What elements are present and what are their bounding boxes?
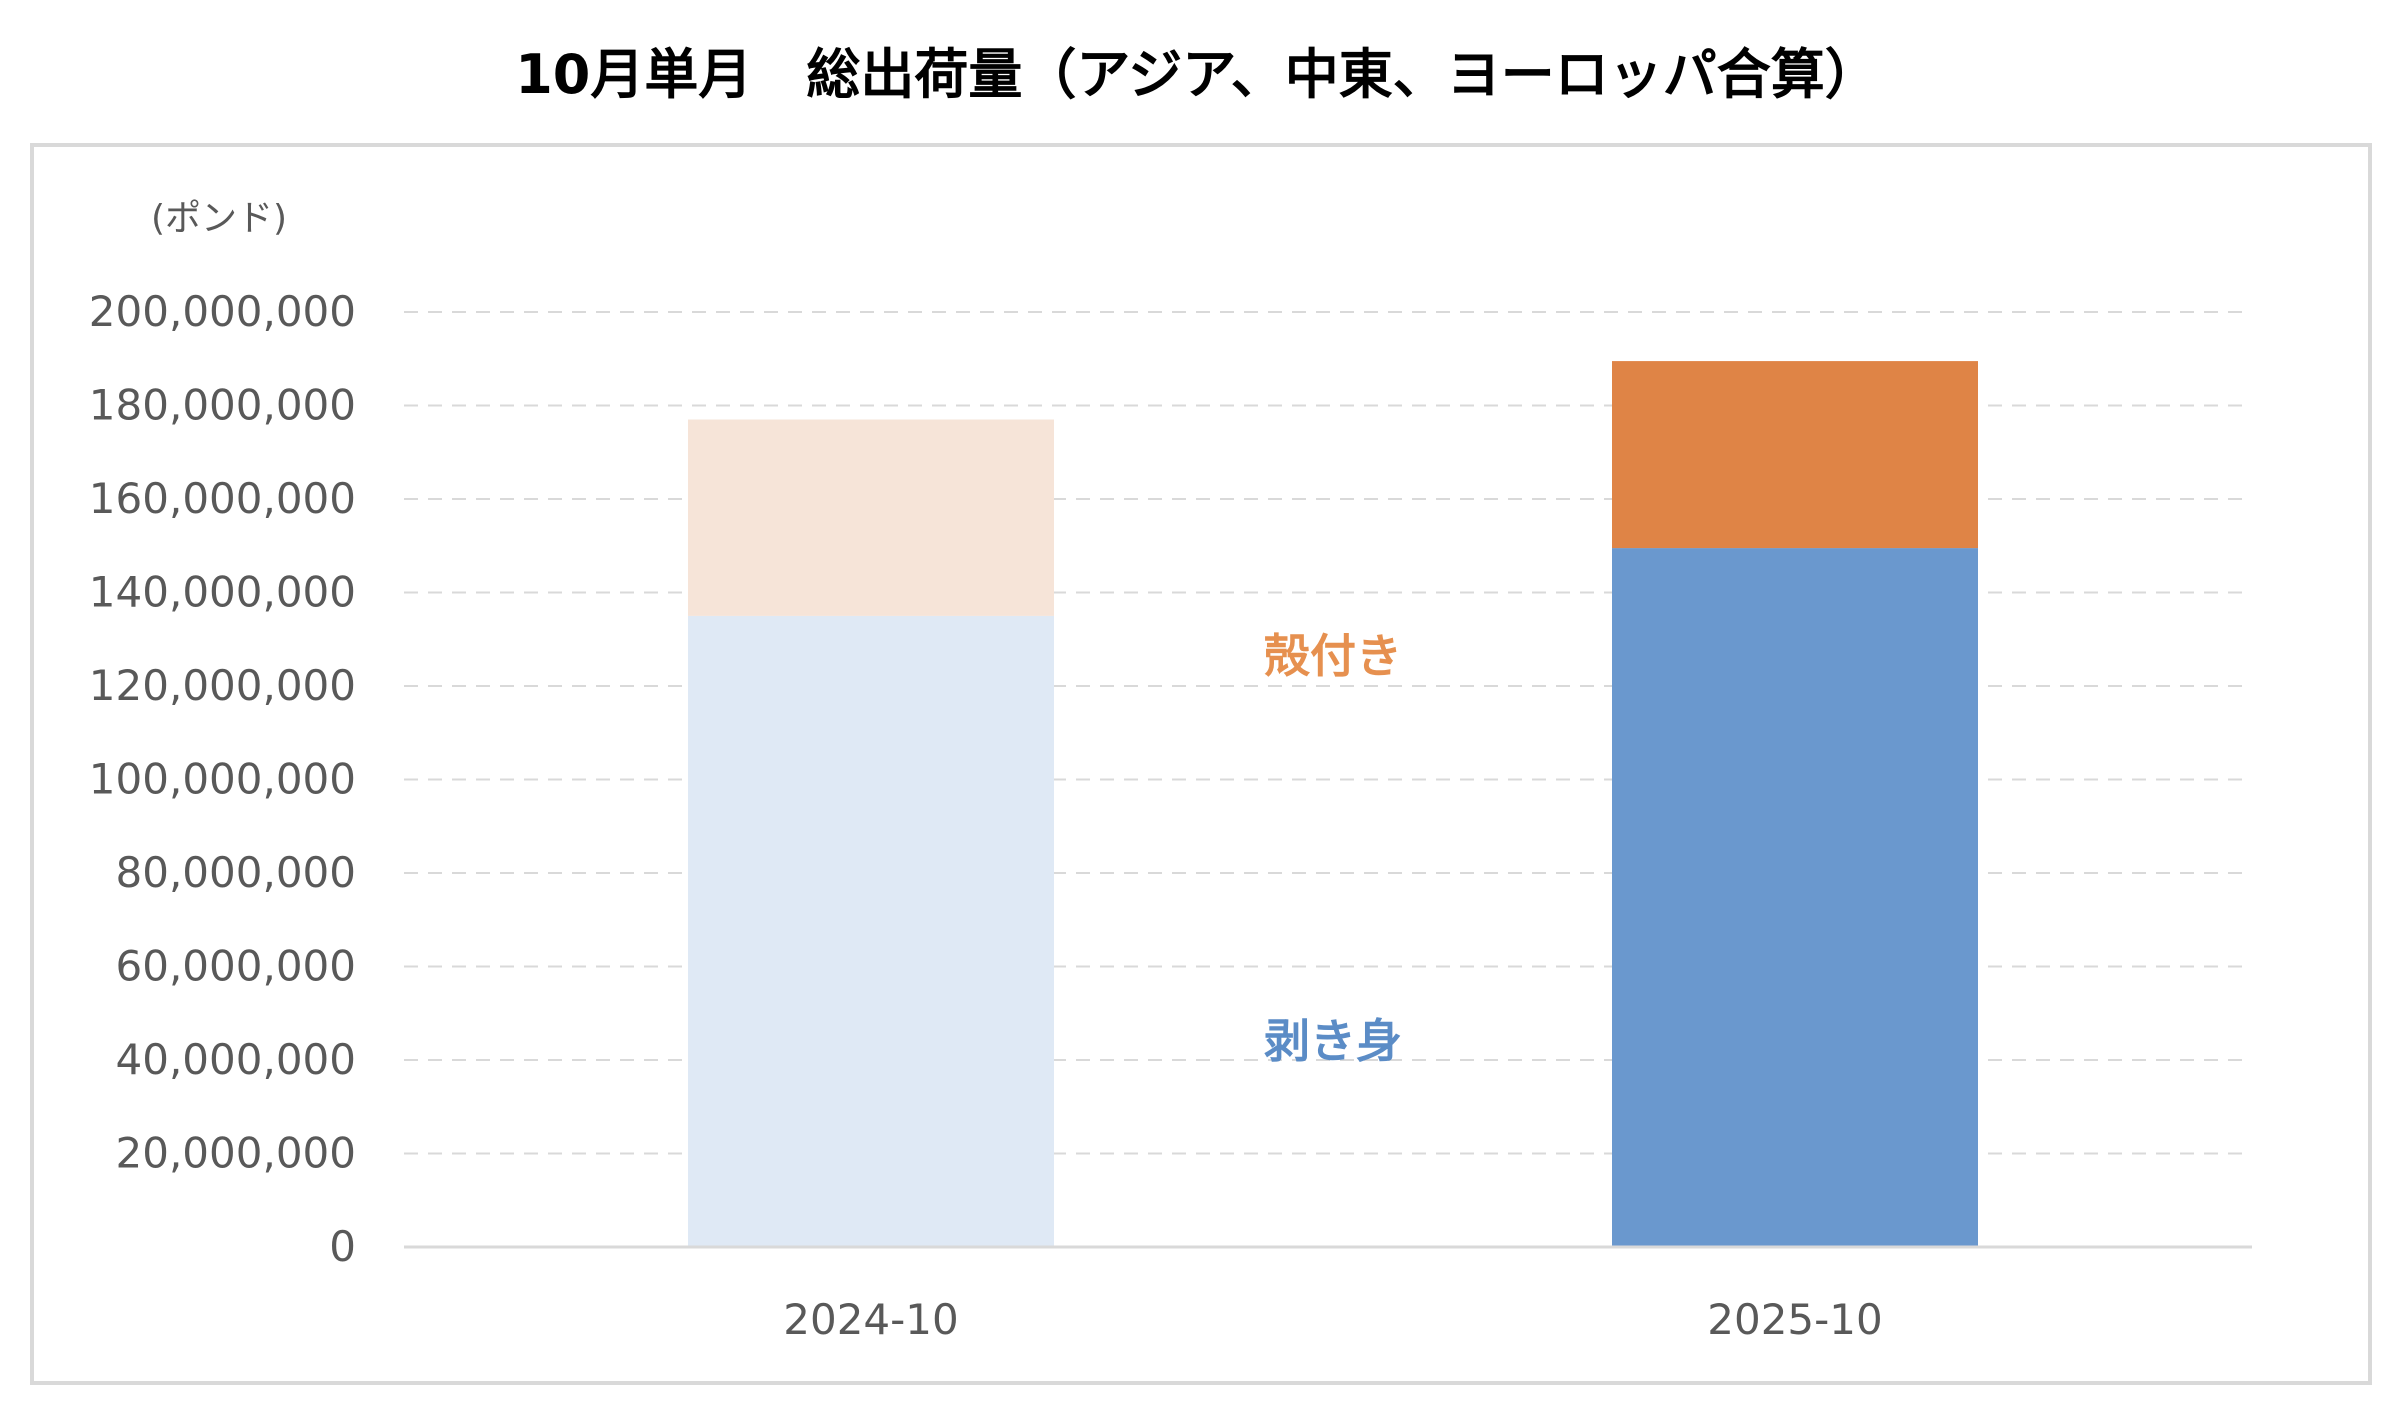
chart-title: 10月単月 総出荷量（アジア、中東、ヨーロッパ合算） <box>515 43 1879 106</box>
y-tick-label: 180,000,000 <box>89 381 356 430</box>
y-tick-label: 160,000,000 <box>89 474 356 523</box>
y-tick-label: 0 <box>329 1222 356 1271</box>
bar-2025-10-殻付き <box>1612 361 1978 549</box>
chart-area: (ポンド) 0 20,000,000 40,000,000 60,000,000 80,0… <box>30 143 2372 1385</box>
y-tick-label: 120,000,000 <box>89 661 356 710</box>
chart-plot: (ポンド) 0 20,000,000 40,000,000 60,000,000 80,0… <box>89 198 2252 1344</box>
y-tick-label: 140,000,000 <box>89 568 356 617</box>
bar-2025-10-剥き身 <box>1612 548 1978 1247</box>
bar-2024-10-殻付き <box>688 419 1054 616</box>
y-tick-label: 200,000,000 <box>89 287 356 336</box>
x-tick-label: 2024-10 <box>783 1295 959 1344</box>
y-tick-label: 60,000,000 <box>116 942 356 991</box>
x-tick-label: 2025-10 <box>1707 1295 1883 1344</box>
series-label: 殻付き <box>1264 629 1402 683</box>
y-tick-label: 40,000,000 <box>116 1035 356 1084</box>
y-tick-label: 100,000,000 <box>89 755 356 804</box>
y-tick-label: 80,000,000 <box>116 848 356 897</box>
bar-2024-10-剥き身 <box>688 615 1054 1247</box>
series-label: 剥き身 <box>1264 1014 1402 1068</box>
y-tick-label: 20,000,000 <box>116 1129 356 1178</box>
y-axis-unit-label: (ポンド) <box>151 198 287 239</box>
